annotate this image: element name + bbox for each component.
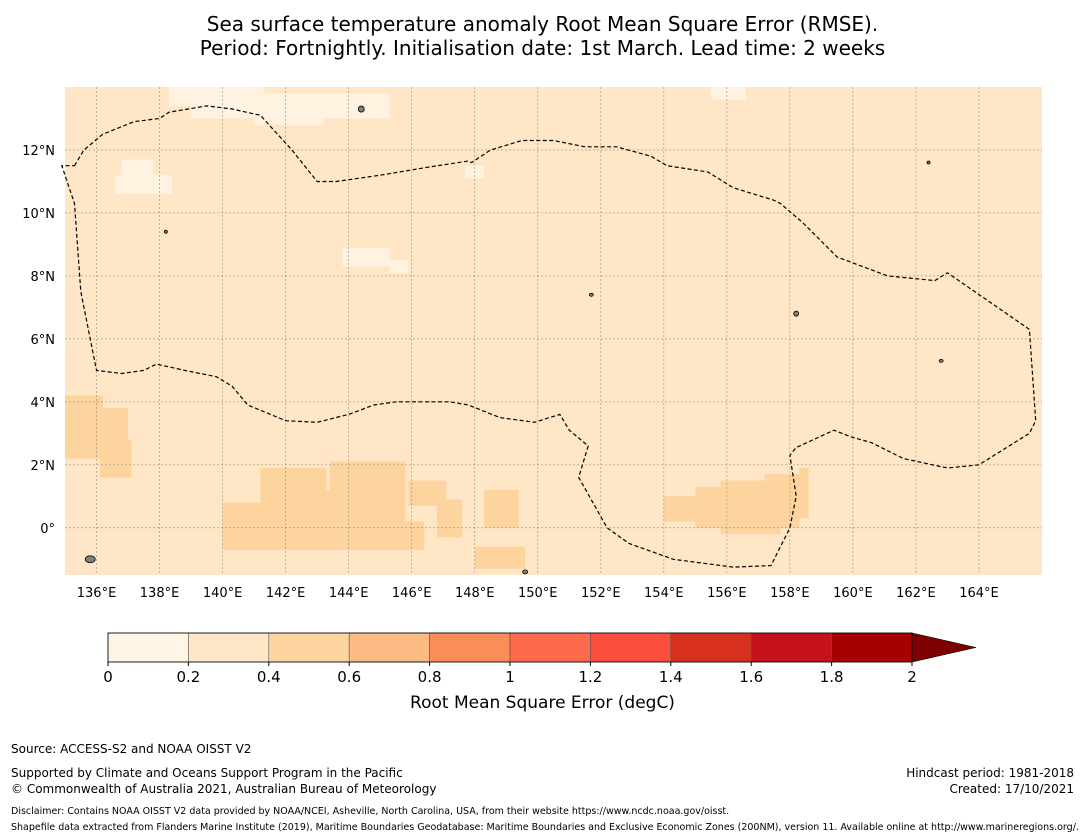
island <box>588 292 594 297</box>
lat-tick-label: 8°N <box>31 270 56 285</box>
rmse-patch-low <box>169 87 264 106</box>
colorbar-segment <box>590 632 672 663</box>
lon-tick-label: 138°E <box>140 586 180 601</box>
island <box>938 359 944 363</box>
colorbar-tick-label: 2 <box>907 668 917 686</box>
rmse-patch-mid <box>799 467 809 519</box>
island <box>926 160 931 165</box>
created-text: Created: 17/10/2021 <box>949 782 1074 796</box>
lon-tick-label: 160°E <box>833 586 873 601</box>
rmse-patch-mid <box>436 499 463 538</box>
lon-tick-label: 136°E <box>77 586 117 601</box>
colorbar-extend-arrow <box>911 632 977 663</box>
colorbar-segment <box>429 632 511 663</box>
lon-tick-label: 144°E <box>329 586 369 601</box>
disclaimer-text: Disclaimer: Contains NOAA OISST V2 data … <box>11 806 730 817</box>
colorbar-tick-label: 1.6 <box>739 668 763 686</box>
lon-tick-label: 164°E <box>959 586 999 601</box>
colorbar-tick-label: 1 <box>505 668 515 686</box>
lon-tick-label: 140°E <box>203 586 243 601</box>
lat-tick-label: 2°N <box>31 459 56 474</box>
lat-tick-label: 12°N <box>22 144 55 159</box>
colorbar-tick-label: 1.4 <box>659 668 683 686</box>
chart-title-line-2: Period: Fortnightly. Initialisation date… <box>199 36 886 60</box>
rmse-patch-low <box>389 260 409 273</box>
rmse-patch-mid <box>354 521 425 550</box>
island <box>163 229 168 234</box>
colorbar-tick-label: 0.2 <box>176 668 200 686</box>
rmse-patch-mid <box>90 408 129 440</box>
eez-boundary <box>60 105 1037 568</box>
copyright-text: © Commonwealth of Australia 2021, Austra… <box>11 782 437 796</box>
rmse-patch-mid <box>474 546 526 569</box>
colorbar-tick-label: 1.2 <box>578 668 602 686</box>
lon-tick-label: 158°E <box>770 586 810 601</box>
colorbar-tick-label: 0.6 <box>337 668 361 686</box>
lon-tick-label: 146°E <box>392 586 432 601</box>
lat-tick-label: 6°N <box>31 333 56 348</box>
lon-tick-label: 142°E <box>266 586 306 601</box>
lon-tick-label: 154°E <box>644 586 684 601</box>
colorbar-tick-label: 0 <box>103 668 113 686</box>
map-field <box>65 87 1042 575</box>
lon-tick-label: 162°E <box>896 586 936 601</box>
supported-text: Supported by Climate and Oceans Support … <box>11 766 403 780</box>
island <box>793 310 800 317</box>
lat-tick-label: 4°N <box>31 396 56 411</box>
colorbar-segment <box>670 632 752 663</box>
rmse-patch-mid <box>484 489 519 528</box>
lat-tick-label: 0° <box>40 522 55 537</box>
island <box>357 105 365 113</box>
colorbar-tick-label: 0.4 <box>257 668 281 686</box>
colorbar-segment <box>831 632 913 663</box>
colorbar-tick-label: 0.8 <box>418 668 442 686</box>
colorbar-segment <box>268 632 350 663</box>
chart-title-line-1: Sea surface temperature anomaly Root Mea… <box>206 12 879 36</box>
rmse-patch-low <box>115 175 173 195</box>
rmse-patch-mid <box>99 439 132 478</box>
colorbar-segment <box>348 632 430 663</box>
colorbar-segment <box>107 632 189 663</box>
colorbar-tick-label: 1.8 <box>820 668 844 686</box>
shapefile-text: Shapefile data extracted from Flanders M… <box>11 822 1079 833</box>
rmse-patch-low <box>310 93 390 119</box>
rmse-patch-mid <box>764 474 800 528</box>
rmse-patch-low <box>711 87 746 100</box>
rmse-patch-low <box>121 159 154 176</box>
hindcast-text: Hindcast period: 1981-2018 <box>906 766 1074 780</box>
lat-tick-label: 10°N <box>22 207 55 222</box>
lon-tick-label: 156°E <box>707 586 747 601</box>
island <box>84 555 96 564</box>
island <box>522 569 529 575</box>
rmse-patch-low <box>342 247 390 267</box>
lon-tick-label: 150°E <box>518 586 558 601</box>
colorbar-segment <box>188 632 270 663</box>
lon-tick-label: 148°E <box>455 586 495 601</box>
colorbar-segment <box>750 632 832 663</box>
lon-tick-label: 152°E <box>581 586 621 601</box>
source-text: Source: ACCESS-S2 and NOAA OISST V2 <box>11 742 252 756</box>
colorbar-label: Root Mean Square Error (degC) <box>410 693 675 713</box>
colorbar-segment <box>509 632 591 663</box>
